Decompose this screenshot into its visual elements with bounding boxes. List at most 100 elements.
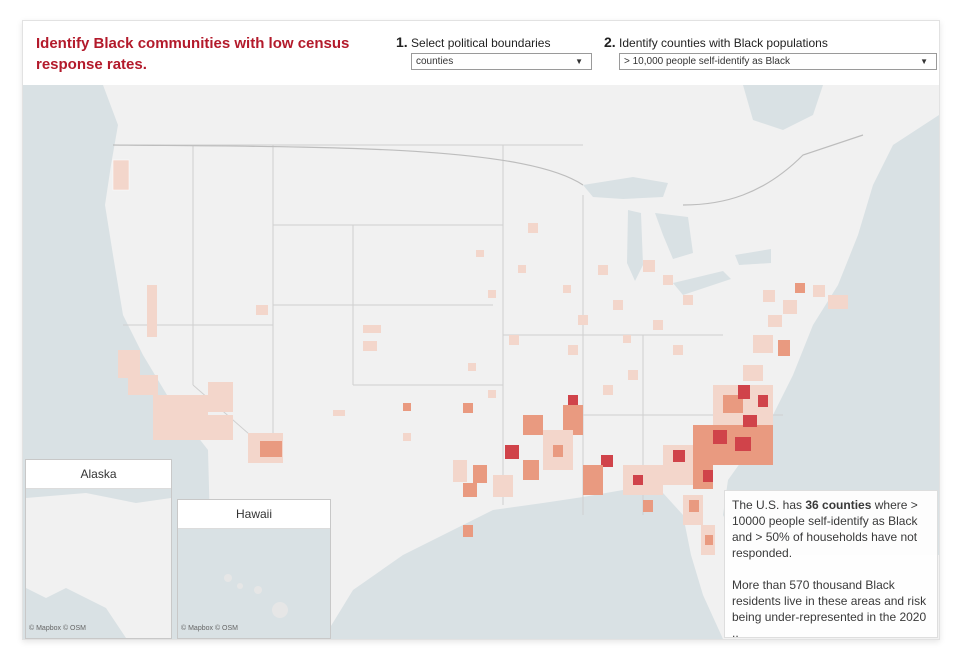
step2-label: 2. Identify counties with Black populati… (604, 34, 828, 50)
county-high[interactable] (505, 445, 519, 459)
population-select-value: > 10,000 people self-identify as Black (624, 56, 790, 67)
county-low[interactable] (653, 320, 663, 330)
county-low[interactable] (763, 290, 775, 302)
county-low[interactable] (403, 433, 411, 441)
county-markers (112, 159, 848, 555)
info-text: The U.S. has (732, 498, 806, 512)
county-mid[interactable] (693, 425, 773, 465)
county-low[interactable] (628, 370, 638, 380)
county-low[interactable] (118, 350, 140, 378)
county-low[interactable] (468, 363, 476, 371)
county-mid[interactable] (795, 283, 805, 293)
county-low[interactable] (453, 460, 467, 482)
boundaries-select-value: counties (416, 56, 454, 67)
caret-down-icon: ▼ (920, 57, 928, 66)
county-low[interactable] (783, 300, 797, 314)
us-map[interactable]: Alaska © Mapbox © OSM Hawaii © Mapbox © … (23, 85, 939, 639)
canada-border (112, 134, 864, 206)
county-mid[interactable] (473, 465, 487, 483)
hawaii-title: Hawaii (178, 500, 330, 529)
county-low[interactable] (613, 300, 623, 310)
county-high[interactable] (735, 437, 751, 451)
county-mid[interactable] (260, 441, 282, 457)
map-attribution[interactable]: © Mapbox © OSM (29, 625, 86, 632)
alaska-inset[interactable]: Alaska (25, 459, 172, 639)
county-low[interactable] (768, 315, 782, 327)
county-mid[interactable] (583, 465, 603, 495)
county-low[interactable] (208, 415, 233, 440)
county-high[interactable] (601, 455, 613, 467)
county-low[interactable] (568, 345, 578, 355)
county-high[interactable] (713, 430, 727, 444)
hawaii-inset[interactable]: Hawaii (177, 499, 331, 639)
county-low[interactable] (643, 260, 655, 272)
county-mid[interactable] (705, 535, 713, 545)
county-low[interactable] (673, 345, 683, 355)
county-mid[interactable] (523, 460, 539, 480)
county-mid[interactable] (463, 483, 477, 497)
county-low[interactable] (488, 390, 496, 398)
county-low[interactable] (563, 285, 571, 293)
county-mid[interactable] (778, 340, 790, 356)
alaska-map (26, 493, 171, 638)
county-mid[interactable] (523, 415, 543, 435)
lake-ontario (735, 249, 771, 265)
county-mid[interactable] (723, 395, 743, 413)
county-low[interactable] (112, 159, 130, 191)
county-low[interactable] (509, 335, 519, 345)
hawaii-map (224, 574, 288, 618)
county-low[interactable] (256, 305, 268, 315)
step1-number: 1. (396, 34, 408, 50)
county-low[interactable] (147, 285, 157, 337)
county-mid[interactable] (553, 445, 563, 457)
lake-huron (655, 213, 693, 259)
county-high[interactable] (743, 415, 757, 427)
county-low[interactable] (333, 410, 345, 416)
county-mid[interactable] (403, 403, 411, 411)
dashboard: Identify Black communities with low cens… (22, 20, 940, 640)
county-low[interactable] (518, 265, 526, 273)
step2-number: 2. (604, 34, 616, 50)
info-paragraph-1: The U.S. has 36 counties where > 10000 p… (732, 497, 931, 561)
county-mid[interactable] (563, 405, 583, 435)
county-low[interactable] (603, 385, 613, 395)
info-panel: The U.S. has 36 counties where > 10000 p… (724, 490, 938, 639)
county-low[interactable] (743, 365, 763, 381)
info-text: where > 10000 people self-identify as Bl… (732, 498, 918, 560)
county-mid[interactable] (643, 500, 653, 512)
county-mid[interactable] (463, 403, 473, 413)
county-high[interactable] (568, 395, 578, 405)
county-low[interactable] (813, 285, 825, 297)
county-low[interactable] (363, 325, 381, 333)
lake-erie (673, 271, 731, 295)
county-low[interactable] (488, 290, 496, 298)
county-low[interactable] (363, 341, 377, 351)
county-low[interactable] (208, 382, 233, 412)
county-low[interactable] (153, 395, 208, 440)
gulf-of-mexico (323, 490, 723, 639)
county-high[interactable] (703, 470, 713, 482)
county-high[interactable] (673, 450, 685, 462)
county-low[interactable] (578, 315, 588, 325)
county-low[interactable] (663, 275, 673, 285)
county-low[interactable] (753, 335, 773, 353)
county-low[interactable] (623, 335, 631, 343)
boundaries-select[interactable]: counties ▼ (411, 53, 592, 70)
hawaii-attribution[interactable]: © Mapbox © OSM (181, 625, 238, 632)
county-high[interactable] (738, 385, 750, 399)
county-low[interactable] (493, 475, 513, 497)
county-low[interactable] (828, 295, 848, 309)
atlantic-ocean (723, 115, 939, 555)
lake-superior (583, 177, 668, 199)
county-high[interactable] (758, 395, 768, 407)
county-low[interactable] (598, 265, 608, 275)
county-low[interactable] (683, 295, 693, 305)
population-select[interactable]: > 10,000 people self-identify as Black ▼ (619, 53, 937, 70)
county-low[interactable] (476, 250, 484, 257)
county-mid[interactable] (689, 500, 699, 512)
county-low[interactable] (528, 223, 538, 233)
county-high[interactable] (633, 475, 643, 485)
caret-down-icon: ▼ (575, 57, 583, 66)
county-mid[interactable] (463, 525, 473, 537)
county-low[interactable] (128, 375, 158, 395)
